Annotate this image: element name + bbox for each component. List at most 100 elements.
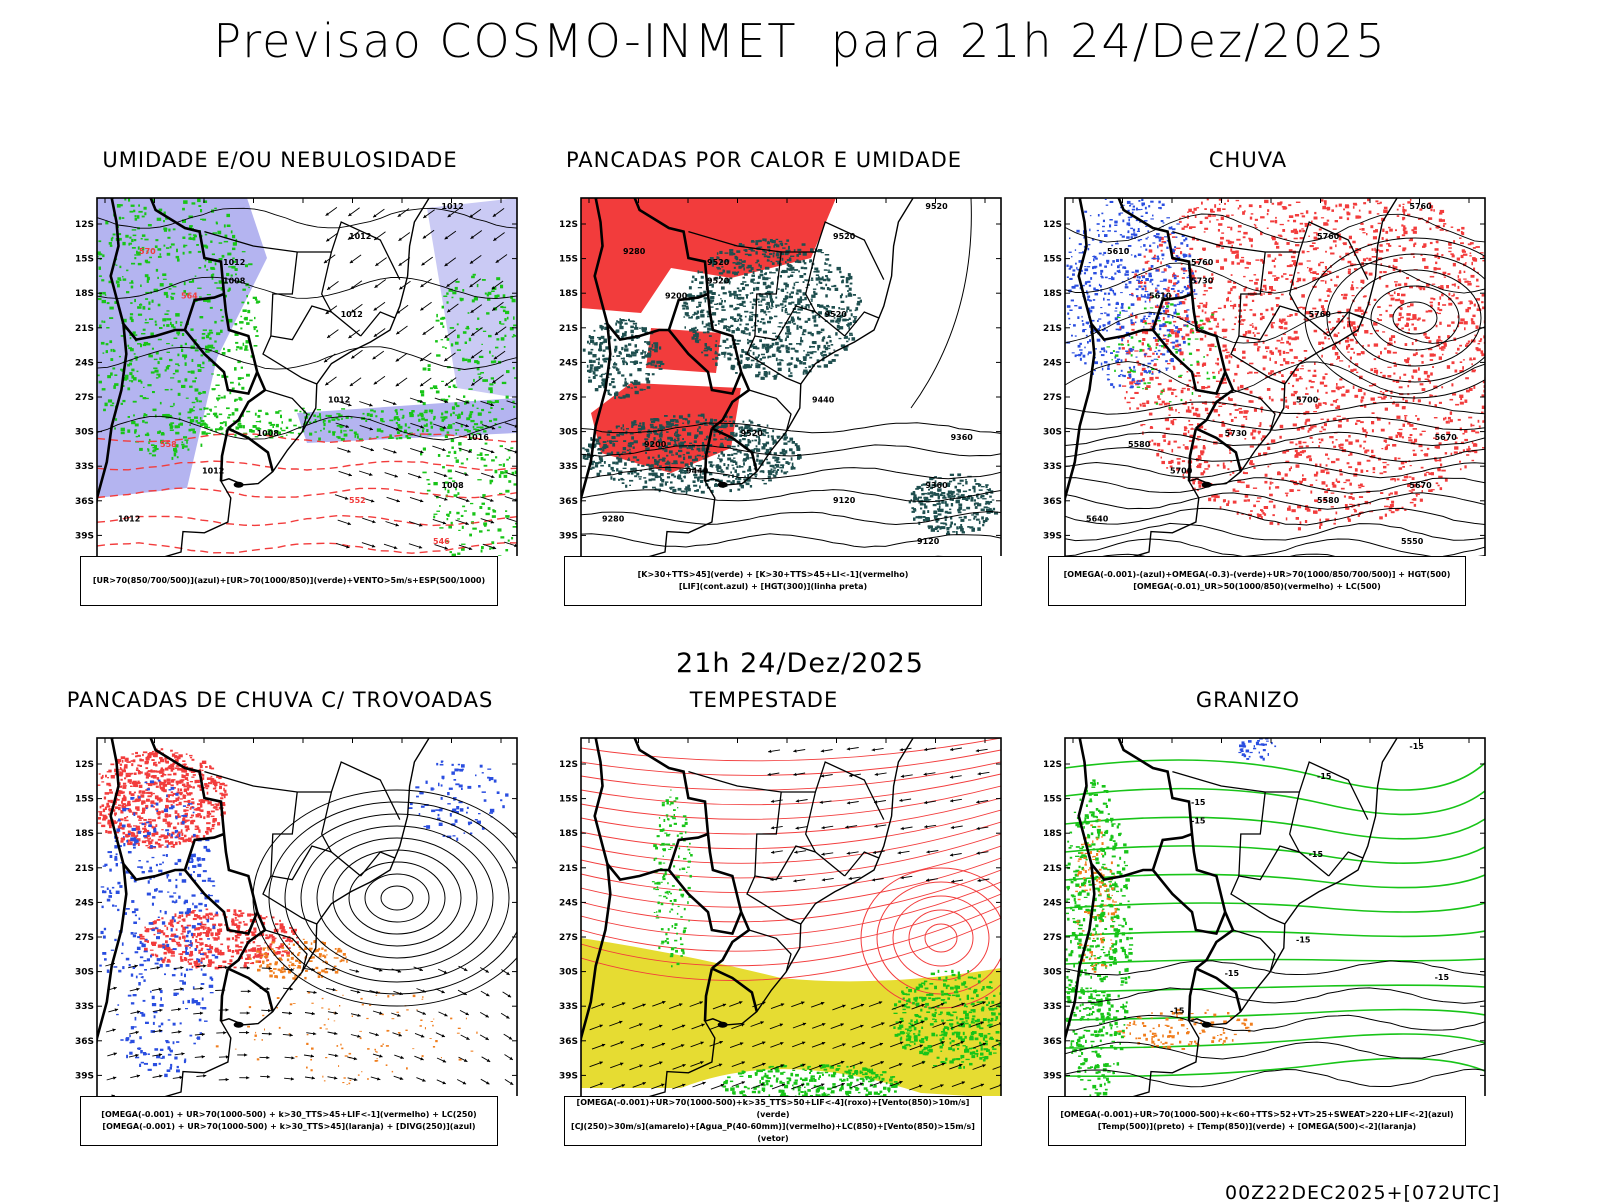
legend-box: [OMEGA(-0.001) + UR>70(1000-500) + k>30_… [80,1096,498,1146]
map-tempestade: 12S15S18S21S24S27S30S33S36S39S42S70W65W6… [524,712,1004,1096]
contour-label: 570 [139,247,156,256]
panel-title: UMIDADE E/OU NEBULOSIDADE [40,148,520,172]
lat-tick-label: 36S [75,497,94,507]
lat-tick-label: 33S [559,462,578,472]
contour-label: 5730 [1225,429,1248,438]
lat-tick-label: 21S [559,864,578,874]
lat-tick-label: 15S [559,795,578,805]
contour-label: 5610 [1107,247,1130,256]
lat-tick-label: 39S [1043,531,1062,541]
contour-label: 9120 [917,537,940,546]
lat-tick-label: 15S [1043,255,1062,265]
contour-label: 1012 [349,232,371,241]
contour-label: -15 [1225,969,1240,978]
main-title: Previsao COSMO-INMET para 21h 24/Dez/202… [0,14,1600,68]
lat-tick-label: 39S [559,531,578,541]
contour-label: 5760 [1317,232,1340,241]
lat-tick-label: 12S [75,220,94,230]
contour-label: 5640 [1086,515,1109,524]
contour-label: 1008 [223,277,246,286]
contour-label: -15 [1409,742,1424,751]
lat-tick-label: 36S [75,1037,94,1047]
legend-line: [LIF](cont.azul) + [HGT(300)](linha pret… [565,581,981,593]
lat-tick-label: 27S [559,933,578,943]
map-pancadas-calor: 9520952095209520952095209440944093609360… [524,172,1004,556]
map-pancadas-trovoadas: 12S15S18S21S24S27S30S33S36S39S42S70W65W6… [40,712,520,1096]
contour-label: 5730 [1191,277,1214,286]
lat-tick-label: 33S [1043,462,1062,472]
lat-tick-label: 24S [1043,898,1062,908]
contour-label: 552 [349,496,366,505]
lat-tick-label: 24S [559,898,578,908]
contour-label: -15 [1191,817,1206,826]
lat-tick-label: 36S [559,1037,578,1047]
contour-label: 1016 [467,433,490,442]
lat-tick-label: 39S [75,531,94,541]
contour-label: 5760 [1409,202,1432,211]
contour-label: 5550 [1401,537,1424,546]
legend-line: [K>30+TTS>45](verde) + [K>30+TTS>45+LI<-… [565,569,981,581]
contour-label: 1008 [257,429,280,438]
contour-label: 9520 [707,258,730,267]
contour-label: -15 [1317,772,1332,781]
contour-label: 9200 [665,291,688,300]
contour-label: 5700 [1296,396,1319,405]
lat-tick-label: 30S [1043,428,1062,438]
contour-label: 9120 [833,496,856,505]
legend-line: [OMEGA(-0.001) + UR>70(1000-500) + k>30_… [81,1109,497,1121]
lat-tick-label: 15S [1043,795,1062,805]
contour-label: -15 [1170,1006,1185,1015]
legend-line: [CJ(250)>30m/s](amarelo)+[Agua_P(40-60mm… [565,1121,981,1145]
lat-tick-label: 36S [1043,1037,1062,1047]
lat-tick-label: 21S [75,864,94,874]
map-granizo: -15-15-15-15-15-15-15-15-1512S15S18S21S2… [1008,712,1488,1096]
panel-pancadas-calor: PANCADAS POR CALOR E UMIDADE 9520 9520 9520… [524,148,1004,628]
contour-label: 1012 [328,396,350,405]
lat-tick-label: 21S [559,324,578,334]
contour-label: 5700 [1170,466,1193,475]
lat-tick-label: 30S [75,968,94,978]
contour-label: 9520 [825,310,848,319]
lat-tick-label: 39S [75,1071,94,1081]
map-chuva: 5760576057605760573057305700570056705670… [1008,172,1488,556]
lat-tick-label: 21S [1043,324,1062,334]
legend-box: [OMEGA(-0.001)+UR>70(1000-500)+k<60+TTS>… [1048,1096,1466,1146]
legend-box: [UR>70(850/700/500)](azul)+[UR>70(1000/8… [80,556,498,606]
lat-tick-label: 12S [559,220,578,230]
panel-title: PANCADAS POR CALOR E UMIDADE [524,148,1004,172]
lat-tick-label: 12S [559,760,578,770]
lat-tick-label: 30S [75,428,94,438]
lat-tick-label: 24S [1043,358,1062,368]
lat-tick-label: 33S [1043,1002,1062,1012]
lat-tick-label: 33S [75,462,94,472]
lat-tick-label: 27S [75,933,94,943]
contour-label: 9200 [644,440,667,449]
legend-line: [OMEGA(-0.001)-(azul)+OMEGA(-0.3)-(verde… [1049,569,1465,581]
contour-label: -15 [1296,936,1311,945]
lat-tick-label: 12S [75,760,94,770]
legend-line: [OMEGA(-0.001)+UR>70(1000-500)+k<60+TTS>… [1049,1109,1465,1121]
contour-label: 5610 [1149,291,1172,300]
contour-label: 9520 [833,232,856,241]
contour-label: 1012 [441,202,463,211]
panel-title: TEMPESTADE [524,688,1004,712]
lat-tick-label: 24S [75,358,94,368]
lat-tick-label: 39S [1043,1071,1062,1081]
contour-label: 9520 [925,202,948,211]
contour-label: 9440 [686,466,709,475]
contour-label: 564 [181,291,198,300]
lat-tick-label: 39S [559,1071,578,1081]
lat-tick-label: 27S [1043,933,1062,943]
contour-label: 5760 [1309,310,1332,319]
lat-tick-label: 18S [559,289,578,299]
lat-tick-label: 27S [1043,393,1062,403]
contour-label: 9360 [925,481,948,490]
lat-tick-label: 12S [1043,760,1062,770]
legend-box: [K>30+TTS>45](verde) + [K>30+TTS>45+LI<-… [564,556,982,606]
lat-tick-label: 24S [75,898,94,908]
contour-label: -15 [1309,850,1324,859]
contour-label: 9280 [602,515,625,524]
legend-box: [OMEGA(-0.001)-(azul)+OMEGA(-0.3)-(verde… [1048,556,1466,606]
